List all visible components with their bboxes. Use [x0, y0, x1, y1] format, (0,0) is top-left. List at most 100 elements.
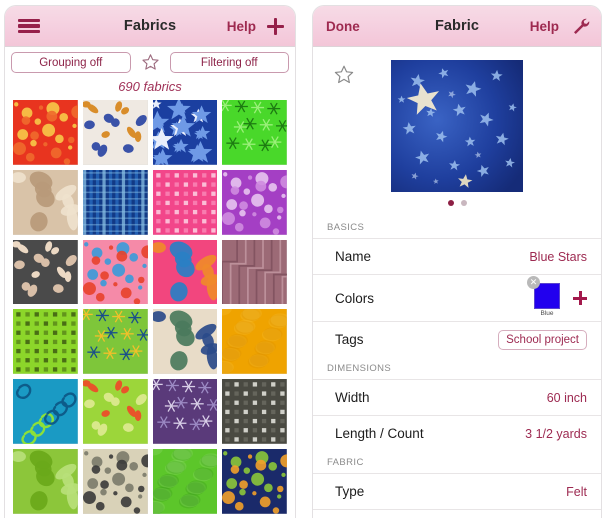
- purple-floral-fabric: [152, 379, 218, 444]
- green-bursts-fabric: [222, 100, 287, 165]
- menu-button[interactable]: [18, 18, 40, 34]
- blue-hieroglyph-fabric: [82, 169, 148, 235]
- gold-solid-fabric: [222, 309, 287, 374]
- add-color-plus-icon[interactable]: [573, 291, 587, 305]
- fabric-tile[interactable]: [152, 379, 218, 444]
- fabric-tile[interactable]: [152, 448, 218, 514]
- hamburger-menu-icon[interactable]: [18, 18, 40, 34]
- red-circles-fabric: [13, 100, 78, 165]
- green-dots-fabric: [13, 309, 78, 374]
- green-mottled-fabric: [152, 448, 218, 514]
- grey-dots-fabric: [222, 379, 287, 444]
- section-header: FABRIC: [313, 451, 601, 473]
- detail-row[interactable]: Name Blue Stars: [313, 238, 601, 274]
- fabric-tile[interactable]: [152, 169, 218, 235]
- blue-stars-pattern: [391, 60, 523, 192]
- mauve-texture-fabric: [222, 239, 287, 305]
- beige-stones-fabric: [13, 169, 78, 235]
- section-header: DIMENSIONS: [313, 357, 601, 379]
- fans-fabric: [152, 309, 218, 374]
- row-label: Length / Count: [335, 426, 424, 441]
- done-button[interactable]: Done: [326, 18, 360, 34]
- purple-dots-fabric: [222, 169, 287, 235]
- colors-cell: ✕ Blue: [527, 275, 587, 317]
- fabric-tile[interactable]: [152, 239, 218, 305]
- fabric-tile[interactable]: [222, 100, 287, 165]
- fabric-tile[interactable]: [13, 100, 78, 165]
- fabric-photo-area: [313, 47, 601, 216]
- help-button[interactable]: Help: [529, 18, 559, 34]
- color-swatch[interactable]: [534, 282, 560, 309]
- fabric-tile[interactable]: [82, 100, 148, 165]
- add-fabric-plus-icon[interactable]: [267, 17, 284, 35]
- image-page-dots[interactable]: [313, 192, 601, 216]
- fabric-tile[interactable]: [222, 309, 287, 374]
- favorite-star-icon[interactable]: [332, 63, 356, 87]
- fabric-tile[interactable]: [13, 309, 78, 374]
- row-label: Tags: [335, 332, 364, 347]
- detail-row[interactable]: Length / Count 3 1/2 yards: [313, 415, 601, 451]
- row-label: Colors: [335, 290, 375, 306]
- page-dot-1[interactable]: [447, 200, 454, 206]
- pink-squares-fabric: [152, 169, 218, 235]
- detail-row[interactable]: Type Felt: [313, 473, 601, 509]
- tag-chip[interactable]: School project: [498, 329, 587, 350]
- butterflies-fabric: [82, 100, 148, 165]
- row-value: Blue Stars: [529, 249, 587, 264]
- row-value: Felt: [566, 484, 587, 499]
- fabrics-list-panel: Fabrics Help Grouping off Filtering off …: [4, 5, 296, 518]
- detail-row[interactable]: Width 60 inch: [313, 379, 601, 415]
- blue-stars-fabric: [152, 100, 218, 165]
- fabric-tile[interactable]: [13, 448, 78, 514]
- grey-leaves-fabric: [13, 239, 78, 305]
- row-value: 60 inch: [546, 390, 587, 405]
- fabric-tile[interactable]: [82, 309, 148, 374]
- page-dot-2[interactable]: [460, 200, 467, 206]
- fabric-tile[interactable]: [222, 448, 287, 514]
- fabric-tile[interactable]: [152, 309, 218, 374]
- color-swatch-caption: Blue: [540, 309, 554, 317]
- teal-swirls-fabric: [13, 379, 78, 444]
- fabric-tile[interactable]: [13, 169, 78, 235]
- list-toolbar: Grouping off Filtering off: [5, 47, 295, 78]
- pink-circles-fabric: [82, 239, 148, 305]
- row-label: Width: [335, 390, 370, 405]
- pink-leaf-fabric: [152, 239, 218, 305]
- detail-row[interactable]: ContentCotton: [313, 509, 601, 518]
- fabric-tile[interactable]: [13, 379, 78, 444]
- fabric-count-label: 690 fabrics: [5, 78, 295, 100]
- fabric-hero-image[interactable]: [391, 60, 523, 192]
- right-navigation-bar: Done Fabric Help: [313, 6, 601, 47]
- fabric-tile[interactable]: [82, 379, 148, 444]
- detail-sections: BASICS Name Blue Stars Colors ✕ Blue Tags Sc…: [313, 216, 601, 518]
- navy-circles-fabric: [222, 448, 287, 514]
- row-value: 3 1/2 yards: [525, 426, 587, 441]
- fabric-tile[interactable]: [152, 100, 218, 165]
- close-circle-icon[interactable]: ✕: [527, 275, 540, 289]
- section-header: BASICS: [313, 216, 601, 238]
- fabric-tile[interactable]: [222, 169, 287, 235]
- fabric-thumbnail-grid: [5, 100, 295, 514]
- favorites-filter-star-icon[interactable]: [140, 52, 161, 73]
- green-leaves-fabric: [13, 448, 78, 514]
- gears-fabric: [82, 448, 148, 514]
- green-stars-fabric: [82, 379, 148, 444]
- detail-row[interactable]: Colors ✕ Blue: [313, 274, 601, 321]
- fabric-tile[interactable]: [82, 448, 148, 514]
- fabric-tile[interactable]: [82, 239, 148, 305]
- grouping-toggle-button[interactable]: Grouping off: [11, 52, 131, 73]
- fabric-tile[interactable]: [222, 379, 287, 444]
- left-navigation-bar: Fabrics Help: [5, 6, 295, 47]
- fabric-tile[interactable]: [222, 239, 287, 305]
- row-label: Name: [335, 249, 372, 264]
- help-button[interactable]: Help: [226, 18, 256, 34]
- peacock-fabric: [82, 309, 148, 374]
- filtering-toggle-button[interactable]: Filtering off: [169, 52, 289, 73]
- fabric-detail-panel: Done Fabric Help: [312, 5, 602, 518]
- row-label: Type: [335, 484, 365, 499]
- fabric-tile[interactable]: [82, 169, 148, 235]
- detail-row[interactable]: Tags School project: [313, 321, 601, 357]
- wrench-icon[interactable]: [570, 16, 590, 36]
- fabric-tile[interactable]: [13, 239, 78, 305]
